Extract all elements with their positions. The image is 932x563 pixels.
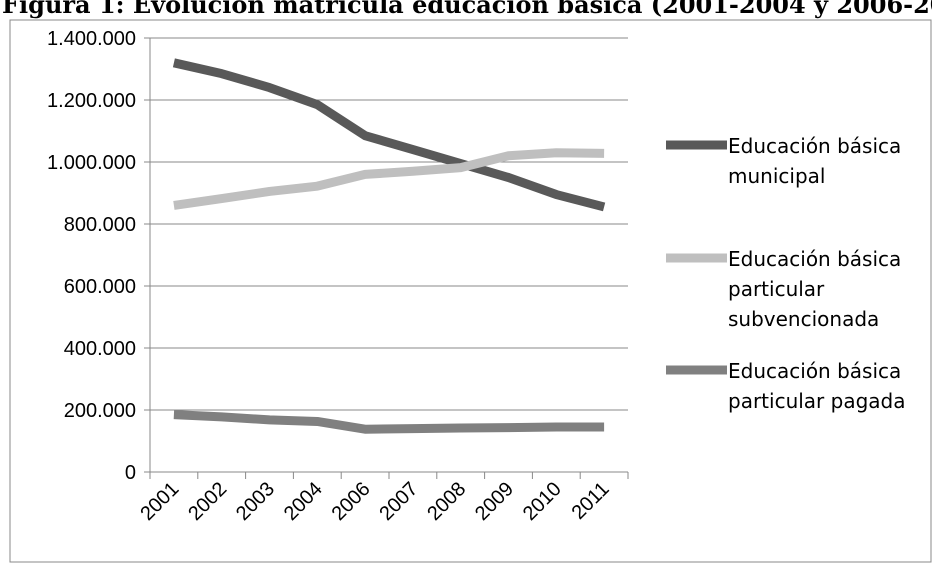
- legend-label: particular: [728, 277, 825, 301]
- x-tick-label: 2002: [184, 478, 231, 525]
- chart-frame: [9, 19, 932, 563]
- y-tick-label: 400.000: [64, 338, 136, 360]
- x-tick-label: 2009: [471, 478, 518, 525]
- legend-label: Educación básica: [728, 359, 901, 383]
- x-tick-label: 2004: [280, 478, 327, 525]
- series-lines: [172, 58, 606, 434]
- chart-title: Figura 1: Evolución matrícula educación …: [2, 0, 932, 19]
- legend-label: Educación básica: [728, 247, 901, 271]
- x-tick-label: 2006: [328, 478, 375, 525]
- legend-label: municipal: [728, 164, 825, 188]
- y-axis-ticks: 0 200.000 400.000 600.000 800.000 1.000.000 1.…: [47, 28, 150, 484]
- x-tick-label: 2011: [568, 478, 614, 524]
- gridlines: [150, 37, 628, 411]
- y-tick-label: 800.000: [64, 214, 136, 236]
- legend-label: particular pagada: [728, 389, 906, 413]
- y-tick-label: 200.000: [64, 400, 136, 422]
- x-axis-ticks: 2001 2002 2003 2004 2006 2007 2008 2009 2010 2011: [136, 472, 629, 525]
- series-line: [172, 58, 606, 212]
- x-tick-label: 2010: [519, 478, 566, 525]
- axes: [149, 38, 628, 473]
- x-tick-label: 2003: [232, 478, 279, 525]
- y-tick-label: 1.200.000: [47, 90, 136, 112]
- legend-label: subvencionada: [728, 307, 879, 331]
- y-tick-label: 1.400.000: [47, 28, 136, 50]
- x-tick-label: 2007: [375, 478, 422, 525]
- y-tick-label: 0: [125, 462, 136, 484]
- y-tick-label: 600.000: [64, 276, 136, 298]
- legend: Educación básica municipal Educación básic…: [666, 134, 906, 413]
- x-tick-label: 2008: [423, 478, 470, 525]
- legend-label: Educación básica: [728, 134, 901, 158]
- series-line: [173, 148, 605, 210]
- x-tick-label: 2001: [136, 478, 183, 525]
- y-tick-label: 1.000.000: [47, 152, 136, 174]
- series-line: [173, 410, 605, 434]
